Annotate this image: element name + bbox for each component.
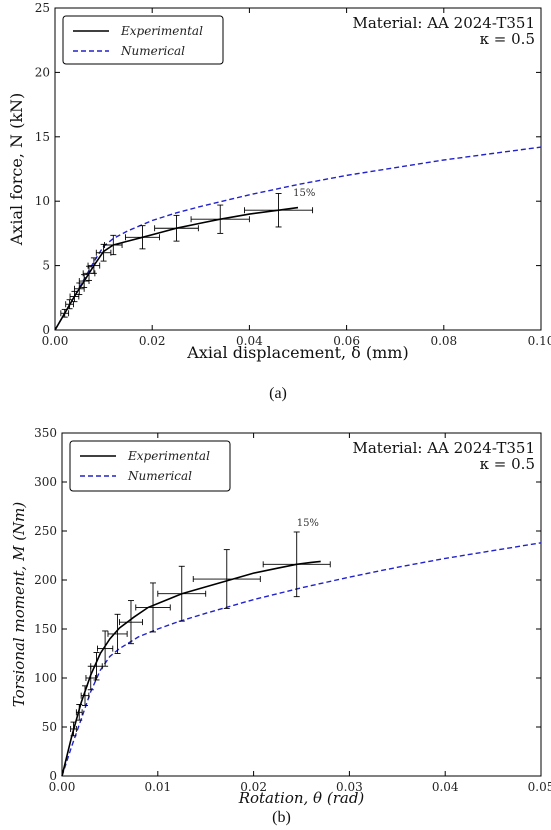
error-bar	[262, 531, 331, 598]
plot-frame-b	[61, 432, 542, 777]
legend-label-experimental-b: Experimental	[127, 449, 210, 463]
error-bar	[90, 652, 103, 681]
error-bar	[60, 308, 70, 318]
x-tick-label: 0.00	[49, 780, 76, 794]
legend-label-numerical-b: Numerical	[127, 469, 192, 483]
y-tick-label: 150	[34, 622, 57, 636]
error-bar	[107, 613, 128, 654]
x-tick-label: 0.00	[42, 334, 69, 348]
error-bar	[125, 225, 160, 250]
strain-annotation-a: 15%	[293, 188, 315, 199]
error-bar	[87, 257, 101, 274]
error-bar	[190, 204, 250, 234]
error-bar	[78, 274, 90, 288]
y-tick-label: 50	[42, 720, 57, 734]
panel-b: 0.00 0.01 0.02 0.03 0.04 0.05 0 50 100 150 200 250 3…	[10, 426, 551, 826]
error-bar	[85, 665, 96, 691]
material-annotation-a: Material: AA 2024-T351	[352, 14, 535, 32]
x-tick-label: 0.02	[240, 780, 267, 794]
x-tick-label: 0.04	[432, 780, 459, 794]
legend-label-numerical-a: Numerical	[120, 44, 185, 58]
error-bar	[65, 299, 74, 310]
error-bar	[135, 582, 171, 633]
legend-box-b	[69, 440, 231, 492]
y-tick-label: 10	[35, 194, 50, 208]
error-bar	[104, 234, 123, 256]
error-bar	[96, 630, 114, 667]
y-tick-label: 250	[34, 524, 57, 538]
kappa-annotation-b: κ = 0.5	[480, 455, 535, 473]
legend-a: Experimental Numerical	[62, 15, 224, 65]
legend-box-a	[62, 15, 224, 65]
plot-frame-a	[54, 7, 542, 331]
y-axis-label-a: Axial force, N (kN)	[7, 93, 26, 247]
y-tick-label: 100	[34, 671, 57, 685]
x-tick-label: 0.03	[336, 780, 363, 794]
kappa-annotation-a: κ = 0.5	[480, 30, 535, 48]
y-tick-label: 0	[42, 323, 50, 337]
error-bars-a	[60, 193, 314, 318]
legend-b: Experimental Numerical	[69, 440, 231, 492]
y-tick-label: 5	[42, 259, 50, 273]
series-line-numerical	[61, 542, 542, 777]
series-group-b	[61, 542, 542, 777]
x-tick-label: 0.05	[528, 780, 551, 794]
series-line-experimental	[61, 560, 321, 777]
error-bar	[80, 685, 90, 706]
error-bar	[154, 214, 199, 242]
axes-ticks-a: 0.00 0.02 0.04 0.06 0.08 0.10 0 5 10 15 20 25	[35, 1, 551, 348]
error-bar	[69, 290, 80, 303]
x-tick-label: 0.02	[139, 334, 166, 348]
y-axis-label-b: Torsional moment, M (Nm)	[10, 502, 28, 708]
x-tick-label: 0.10	[528, 334, 551, 348]
error-bar	[244, 193, 314, 228]
error-bars-b	[70, 531, 331, 737]
y-tick-label: 300	[34, 475, 57, 489]
panel-caption-b: (b)	[272, 809, 291, 826]
series-line-numerical	[54, 146, 542, 331]
y-tick-label: 350	[34, 426, 57, 440]
x-axis-label-b: Rotation, θ (rad)	[238, 789, 365, 807]
x-tick-label: 0.01	[144, 780, 171, 794]
y-tick-label: 15	[35, 130, 50, 144]
y-tick-label: 25	[35, 1, 50, 15]
error-bar	[75, 704, 83, 721]
x-tick-label: 0.08	[430, 334, 457, 348]
error-bar	[95, 243, 112, 262]
error-bar	[157, 565, 207, 622]
x-tick-label: 0.04	[236, 334, 263, 348]
y-tick-label: 0	[49, 769, 57, 783]
x-axis-label-a: Axial displacement, δ (mm)	[186, 343, 408, 362]
x-tick-label: 0.06	[333, 334, 360, 348]
panel-a: 0.00 0.02 0.04 0.06 0.08 0.10 0 5 10 15 20 25 Exper…	[7, 1, 551, 402]
legend-label-experimental-a: Experimental	[120, 24, 203, 38]
error-bar	[192, 549, 261, 609]
material-annotation-b: Material: AA 2024-T351	[352, 439, 535, 457]
error-bar	[70, 721, 77, 737]
y-tick-label: 20	[35, 65, 50, 79]
error-bar	[119, 600, 143, 645]
panel-caption-a: (a)	[269, 385, 287, 402]
axes-ticks-b: 0.00 0.01 0.02 0.03 0.04 0.05 0 50 100 150 200 250 3…	[34, 426, 551, 794]
strain-annotation-b: 15%	[297, 518, 319, 529]
series-group-a	[54, 146, 542, 331]
y-tick-label: 200	[34, 573, 57, 587]
